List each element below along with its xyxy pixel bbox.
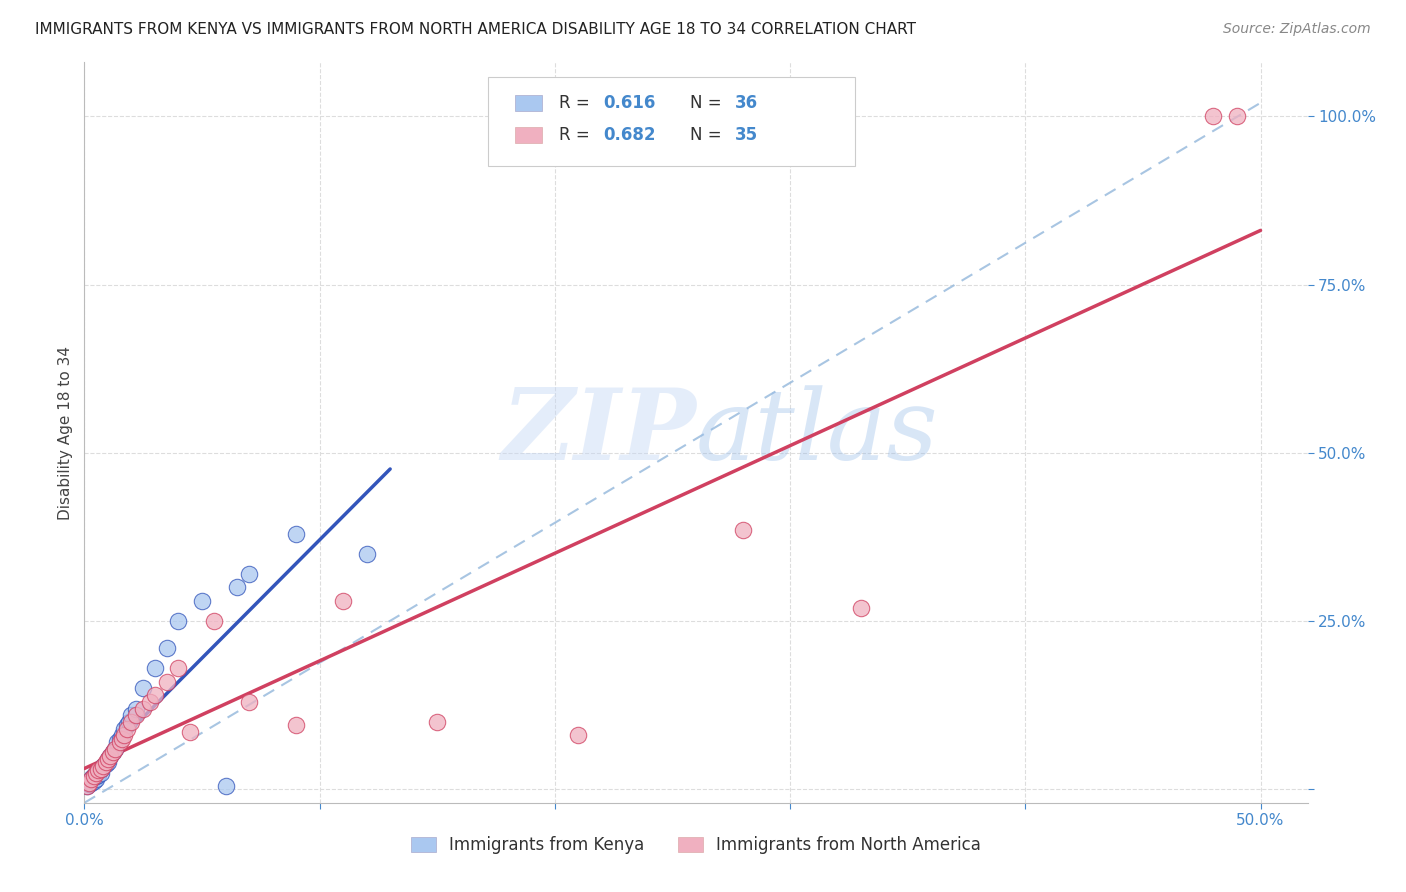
Point [77, 777, 100, 791]
Text: ZIP: ZIP [501, 384, 696, 481]
Point [125, 701, 148, 715]
Point [191, 594, 214, 608]
Text: Source: ZipAtlas.com: Source: ZipAtlas.com [1223, 22, 1371, 37]
Point [80, 775, 103, 789]
Text: N =: N = [690, 126, 727, 144]
Point [104, 742, 127, 756]
Point [104, 742, 127, 756]
Point [84, 772, 107, 787]
Point [101, 745, 124, 759]
Point [285, 718, 308, 732]
Point [202, 614, 225, 628]
Point [731, 523, 754, 537]
Point [97, 756, 120, 770]
FancyBboxPatch shape [515, 95, 541, 112]
Point [76, 779, 98, 793]
Text: 35: 35 [735, 126, 758, 144]
Point [97, 752, 120, 766]
Text: IMMIGRANTS FROM KENYA VS IMMIGRANTS FROM NORTH AMERICA DISABILITY AGE 18 TO 34 C: IMMIGRANTS FROM KENYA VS IMMIGRANTS FROM… [35, 22, 917, 37]
Text: R =: R = [560, 126, 595, 144]
Point [80, 772, 103, 787]
Point [112, 722, 135, 736]
Point [90, 765, 112, 780]
Point [83, 774, 105, 789]
Point [94, 756, 117, 771]
Point [87, 764, 110, 778]
Text: 0.616: 0.616 [603, 95, 655, 112]
Point [332, 594, 354, 608]
Point [125, 708, 148, 723]
Point [226, 581, 249, 595]
Point [238, 695, 260, 709]
Point [115, 718, 138, 732]
Point [87, 767, 110, 781]
Point [132, 681, 155, 696]
Point [77, 775, 100, 789]
Point [132, 701, 155, 715]
Point [356, 547, 378, 561]
Point [1202, 109, 1225, 123]
Point [76, 779, 98, 793]
Point [91, 758, 114, 772]
Point [91, 758, 114, 772]
Point [1226, 109, 1249, 123]
Text: R =: R = [560, 95, 595, 112]
Point [80, 772, 103, 787]
Text: 36: 36 [735, 95, 758, 112]
Point [120, 714, 142, 729]
Point [567, 729, 589, 743]
Point [111, 731, 134, 746]
Point [111, 729, 134, 743]
Text: 0.682: 0.682 [603, 126, 655, 144]
Point [112, 729, 135, 743]
Point [90, 762, 112, 776]
Point [156, 640, 179, 655]
Point [115, 722, 138, 736]
Point [167, 614, 190, 628]
Legend: Immigrants from Kenya, Immigrants from North America: Immigrants from Kenya, Immigrants from N… [405, 830, 987, 861]
Point [84, 765, 107, 780]
Point [139, 695, 162, 709]
Point [167, 661, 190, 675]
Point [108, 731, 131, 746]
Point [105, 735, 128, 749]
Point [97, 752, 120, 766]
Point [108, 735, 131, 749]
Point [179, 725, 201, 739]
Point [90, 762, 112, 776]
Point [83, 769, 105, 783]
Point [143, 688, 166, 702]
Y-axis label: Disability Age 18 to 34: Disability Age 18 to 34 [58, 345, 73, 520]
Point [84, 769, 107, 783]
Point [94, 756, 117, 770]
Point [849, 600, 872, 615]
Point [120, 708, 142, 723]
FancyBboxPatch shape [488, 78, 855, 166]
Point [426, 714, 449, 729]
Point [118, 714, 141, 729]
Text: atlas: atlas [696, 385, 939, 480]
Point [214, 779, 236, 793]
Text: N =: N = [690, 95, 727, 112]
Point [285, 526, 308, 541]
Point [101, 745, 124, 759]
Point [98, 748, 121, 763]
Point [98, 748, 121, 763]
Point [143, 661, 166, 675]
Point [83, 770, 105, 784]
Point [238, 566, 260, 581]
Point [156, 674, 179, 689]
FancyBboxPatch shape [515, 127, 541, 143]
